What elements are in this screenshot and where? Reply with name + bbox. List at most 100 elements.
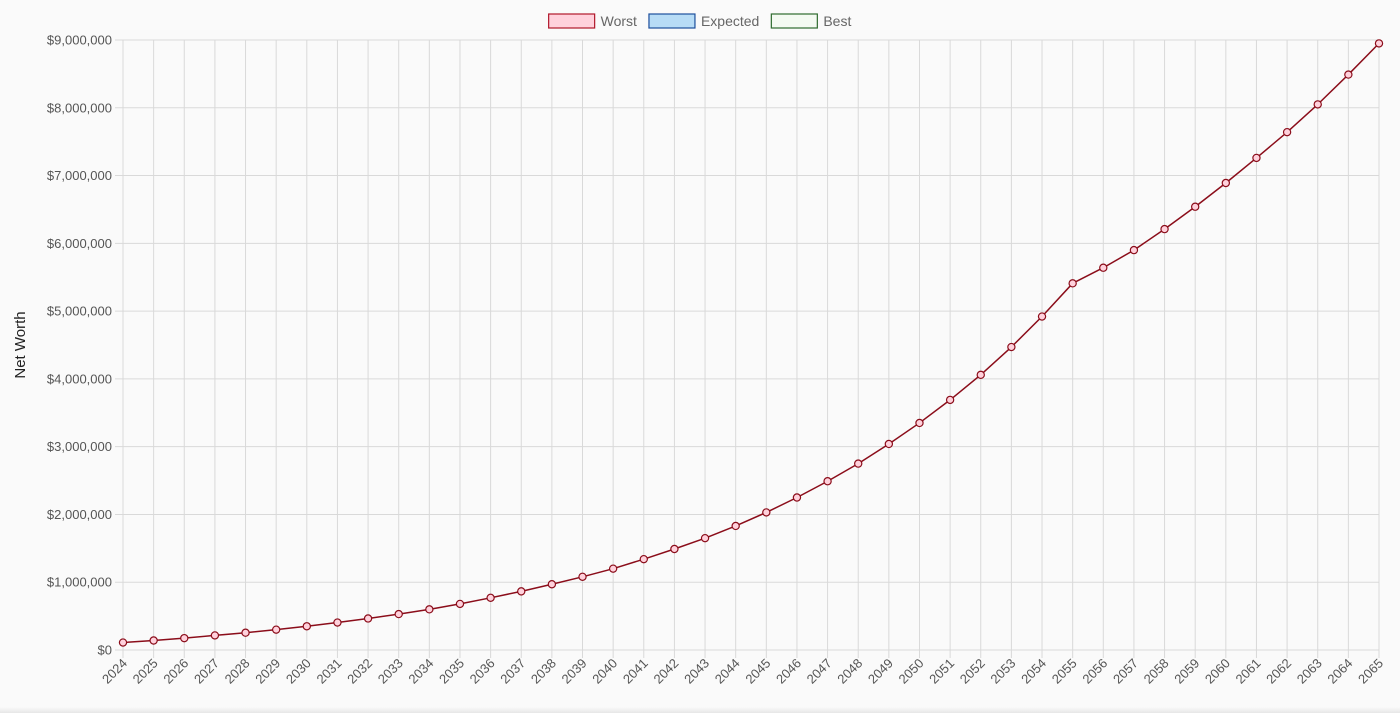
data-point[interactable]	[1129, 245, 1139, 255]
x-tick-label: 2063	[1294, 656, 1325, 687]
data-point[interactable]	[1344, 70, 1353, 79]
data-point[interactable]	[1160, 224, 1169, 234]
data-point[interactable]	[823, 477, 832, 486]
data-point[interactable]	[762, 508, 771, 517]
x-tick-label: 2044	[712, 656, 743, 687]
x-tick-label: 2059	[1171, 656, 1202, 687]
data-point[interactable]	[884, 439, 894, 449]
x-tick-label: 2052	[957, 656, 988, 687]
data-point[interactable]	[394, 609, 403, 619]
y-tick-label: $6,000,000	[47, 236, 112, 251]
data-point[interactable]	[1313, 100, 1322, 109]
legend-swatch-worst	[548, 13, 596, 29]
data-point[interactable]	[731, 521, 740, 531]
data-point[interactable]	[854, 459, 863, 468]
legend-item-worst[interactable]: Worst	[548, 13, 637, 29]
data-point[interactable]	[1068, 279, 1077, 288]
y-tick-label: $8,000,000	[47, 100, 112, 115]
data-point[interactable]	[271, 625, 281, 634]
x-tick-label: 2036	[467, 656, 498, 687]
x-tick-label: 2043	[681, 656, 712, 687]
data-point[interactable]	[976, 370, 985, 380]
x-tick-label: 2065	[1355, 656, 1386, 687]
x-tick-label: 2031	[314, 656, 345, 687]
x-tick-label: 2038	[528, 656, 559, 687]
data-point[interactable]	[1221, 178, 1231, 188]
x-tick-label: 2051	[926, 656, 957, 687]
data-point[interactable]	[1099, 263, 1108, 272]
data-point[interactable]	[517, 587, 526, 596]
x-tick-label: 2033	[375, 656, 406, 687]
y-tick-label: $0	[98, 643, 112, 658]
x-tick-label: 2060	[1202, 656, 1233, 687]
data-point[interactable]	[915, 418, 924, 428]
data-point[interactable]	[1007, 342, 1016, 352]
y-tick-label: $9,000,000	[47, 33, 112, 48]
data-point[interactable]	[455, 599, 465, 609]
x-tick-label: 2030	[283, 656, 314, 687]
x-tick-label: 2028	[222, 656, 253, 687]
x-tick-label: 2039	[559, 656, 590, 687]
x-tick-label: 2035	[436, 656, 467, 687]
x-tick-label: 2064	[1324, 656, 1355, 687]
legend-swatch-best	[770, 13, 818, 29]
x-tick-label: 2026	[160, 656, 191, 687]
data-point[interactable]	[792, 493, 802, 502]
x-tick-label: 2053	[987, 656, 1018, 687]
data-point[interactable]	[1037, 312, 1047, 321]
x-tick-label: 2025	[130, 656, 161, 687]
x-tick-label: 2058	[1141, 656, 1172, 687]
x-tick-label: 2046	[773, 656, 804, 687]
data-point[interactable]	[639, 554, 648, 564]
y-tick-label: $3,000,000	[47, 439, 112, 454]
x-tick-label: 2029	[252, 656, 283, 687]
data-point[interactable]	[149, 636, 158, 645]
x-tick-label: 2027	[191, 656, 222, 687]
x-tick-label: 2055	[1049, 656, 1080, 687]
data-point[interactable]	[180, 633, 189, 643]
data-point[interactable]	[302, 622, 312, 631]
data-point[interactable]	[1252, 153, 1261, 163]
data-point[interactable]	[547, 580, 557, 589]
y-tick-label: $5,000,000	[47, 304, 112, 319]
x-tick-label: 2032	[344, 656, 375, 687]
data-point[interactable]	[210, 631, 220, 640]
legend-label-best: Best	[823, 13, 851, 29]
x-tick-label: 2045	[742, 656, 773, 687]
data-point[interactable]	[945, 395, 955, 405]
x-tick-label: 2037	[497, 656, 528, 687]
legend-swatch-expected	[648, 13, 696, 29]
x-tick-label: 2057	[1110, 656, 1141, 687]
y-tick-label: $2,000,000	[47, 507, 112, 522]
y-axis-title: Net Worth	[12, 311, 29, 378]
x-tick-label: 2061	[1233, 656, 1264, 687]
data-point[interactable]	[118, 638, 128, 647]
data-point[interactable]	[578, 572, 587, 582]
data-point[interactable]	[1374, 39, 1384, 48]
data-point[interactable]	[486, 593, 495, 603]
x-tick-label: 2056	[1079, 656, 1110, 687]
data-point[interactable]	[1282, 127, 1292, 137]
x-tick-label: 2042	[650, 656, 681, 687]
y-tick-label: $7,000,000	[47, 168, 112, 183]
data-point[interactable]	[1190, 202, 1200, 211]
x-tick-label: 2024	[99, 656, 130, 687]
y-tick-label: $4,000,000	[47, 371, 112, 386]
data-point[interactable]	[333, 618, 342, 627]
data-point[interactable]	[241, 628, 250, 637]
data-point[interactable]	[700, 533, 710, 543]
legend-item-expected[interactable]: Expected	[648, 13, 759, 29]
series-line-worst	[122, 42, 1380, 644]
axes: $0 $1,000,000 $2,000,000 $3,000,000 $4,000,0…	[47, 33, 1386, 687]
data-point[interactable]	[670, 544, 679, 554]
data-point[interactable]	[363, 614, 373, 623]
y-tick-label: $1,000,000	[47, 575, 112, 590]
legend-item-best[interactable]: Best	[770, 13, 851, 29]
data-point[interactable]	[425, 605, 434, 614]
x-tick-label: 2062	[1263, 656, 1294, 687]
series	[118, 39, 1384, 647]
x-tick-label: 2041	[620, 656, 651, 687]
data-point[interactable]	[608, 564, 618, 573]
